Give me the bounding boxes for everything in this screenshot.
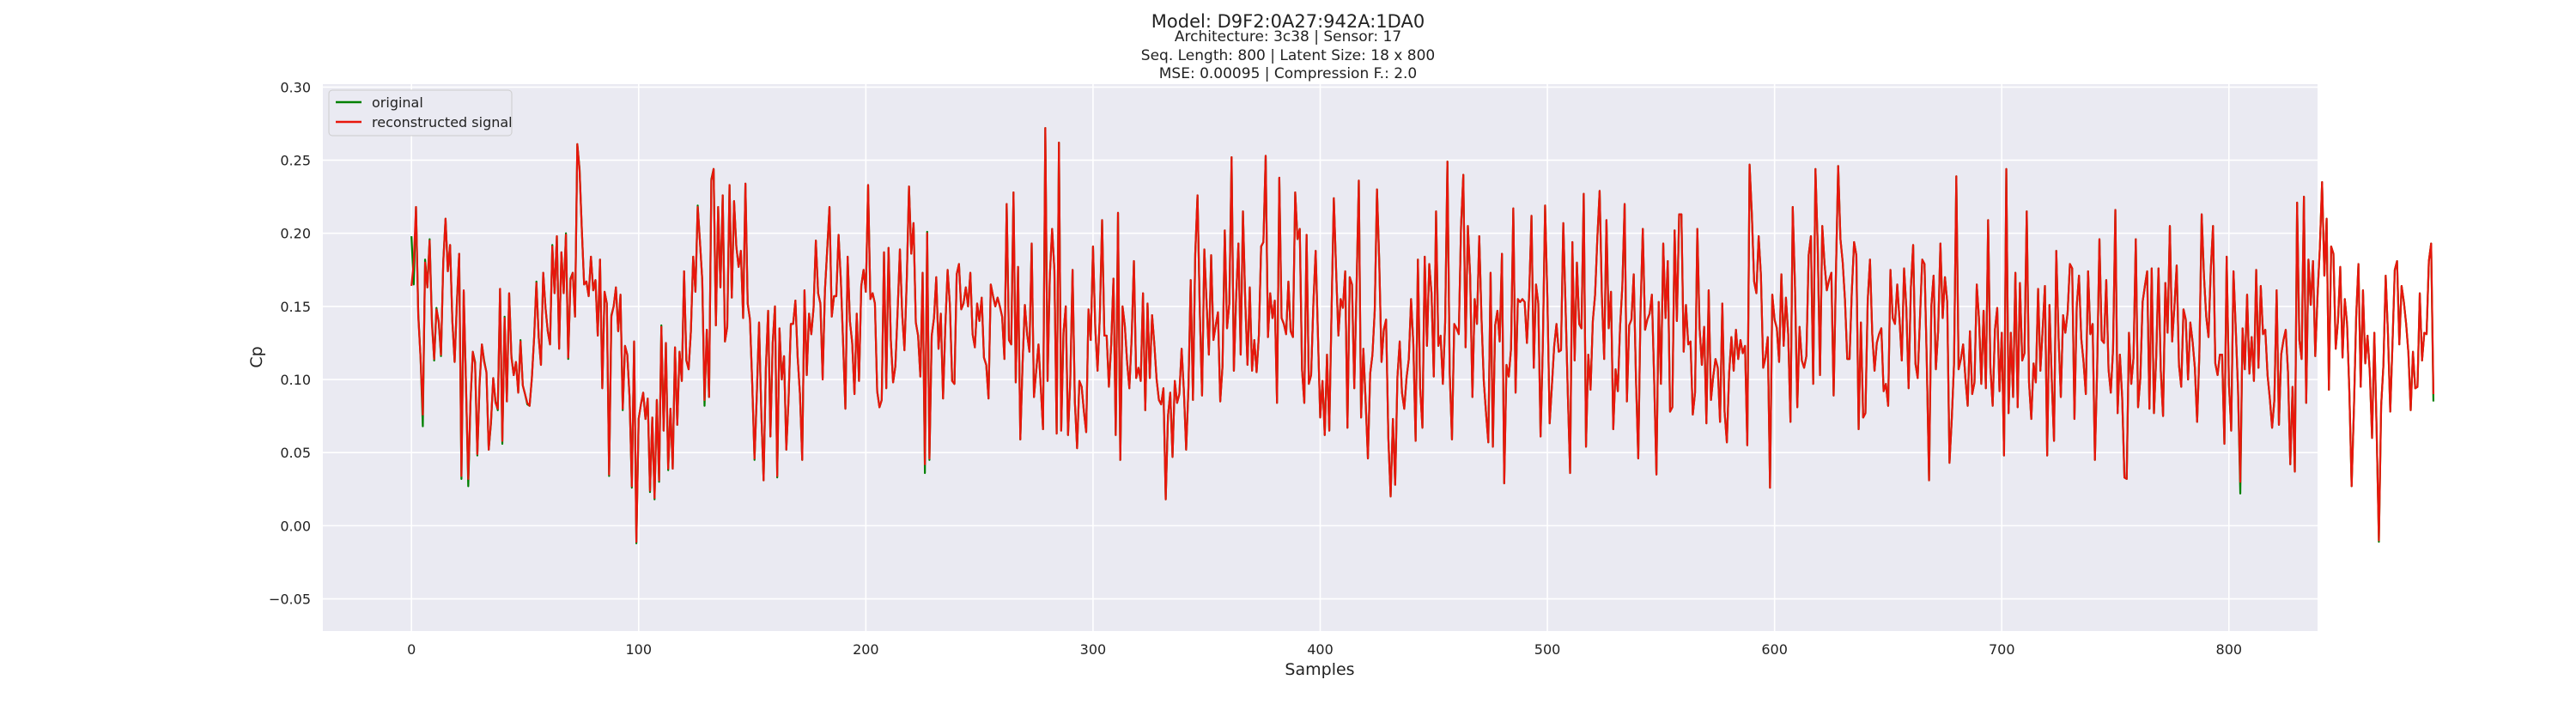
y-tick-label: 0.15 (280, 299, 311, 315)
chart-title: Model: D9F2:0A27:942A:1DA0 (1151, 11, 1425, 32)
series-line-reconstructed (410, 127, 2435, 543)
chart-subtitle-line-3: MSE: 0.00095 | Compression F.: 2.0 (1159, 65, 1418, 82)
y-axis-label: Cp (247, 346, 266, 367)
x-tick-label: 400 (1307, 641, 1334, 658)
x-tick-label: 100 (625, 641, 652, 658)
y-tick-label: 0.10 (280, 372, 311, 388)
x-tick-label: 500 (1534, 641, 1561, 658)
legend-label-reconstructed: reconstructed signal (372, 114, 513, 130)
y-tick-labels: −0.05 0.00 0.05 0.10 0.15 0.20 0.25 0.30 (269, 79, 311, 607)
y-tick-label: 0.20 (280, 226, 311, 242)
x-tick-label: 800 (2216, 641, 2243, 658)
y-tick-label: 0.05 (280, 445, 311, 461)
legend: original reconstructed signal (328, 89, 513, 137)
legend-box (328, 89, 513, 137)
x-tick-label: 300 (1080, 641, 1107, 658)
y-tick-label: −0.05 (269, 592, 311, 608)
x-tick-label: 0 (407, 641, 416, 658)
x-tick-label: 200 (853, 641, 879, 658)
y-tick-label: 0.30 (280, 79, 311, 95)
y-tick-label: 0.25 (280, 153, 311, 169)
y-tick-label: 0.00 (280, 518, 311, 534)
series-layer (410, 127, 2435, 544)
x-tick-label: 700 (1989, 641, 2015, 658)
chart-subtitle-line-1: Architecture: 3c38 | Sensor: 17 (1175, 28, 1401, 46)
legend-label-original: original (372, 94, 423, 111)
x-tick-label: 600 (1761, 641, 1788, 658)
chart-subtitle-line-2: Seq. Length: 800 | Latent Size: 18 x 800 (1141, 47, 1435, 64)
x-axis-label: Samples (1285, 660, 1354, 679)
x-tick-labels: 0 100 200 300 400 500 600 700 800 (407, 641, 2242, 658)
